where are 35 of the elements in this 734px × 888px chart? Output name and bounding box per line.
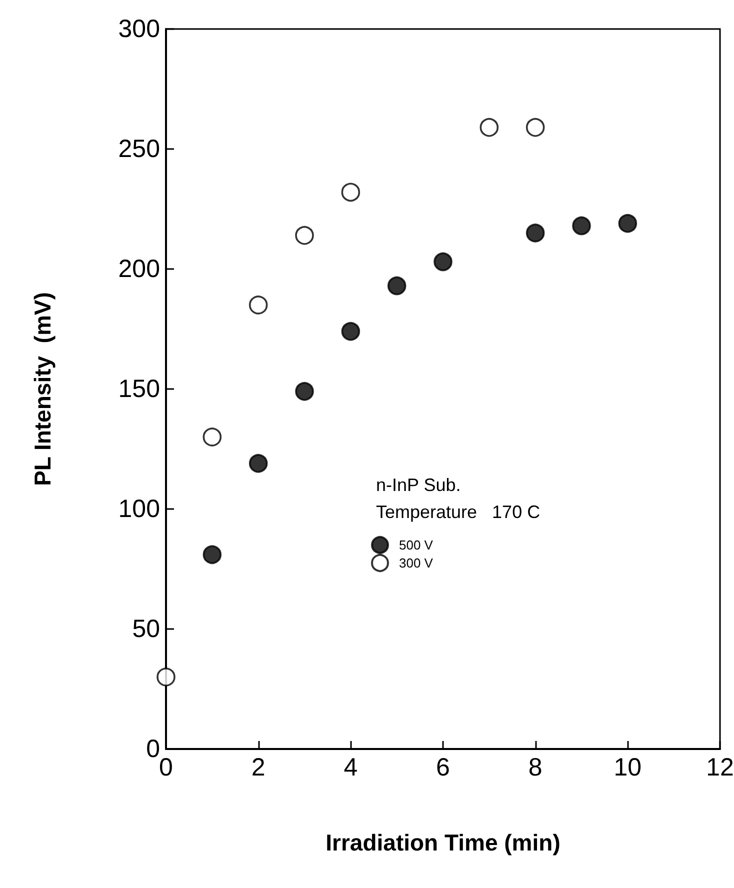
annotation: n-InP Sub. xyxy=(376,475,461,495)
y-tick-label: 250 xyxy=(118,135,160,163)
x-tick-label: 10 xyxy=(614,754,642,782)
x-tick-label: 6 xyxy=(436,754,450,782)
y-tick-label: 300 xyxy=(118,15,160,43)
y-tick-label: 0 xyxy=(146,735,160,763)
point xyxy=(202,428,222,446)
point xyxy=(248,296,268,314)
point xyxy=(248,454,268,473)
x-tick-label: 12 xyxy=(706,754,734,782)
point xyxy=(572,216,591,236)
point xyxy=(480,118,499,137)
x-tick-label: 4 xyxy=(344,754,358,782)
point xyxy=(295,382,314,401)
legend-label: 500 V xyxy=(399,538,434,552)
x-tick-label: 8 xyxy=(528,754,542,782)
point xyxy=(526,118,545,137)
y-tick-label: 100 xyxy=(118,495,160,523)
y-tick-label: 50 xyxy=(132,615,160,643)
point xyxy=(434,252,452,272)
x-tick-label: 2 xyxy=(251,754,266,782)
point xyxy=(341,322,360,341)
y-tick-label: 200 xyxy=(118,255,160,283)
point xyxy=(526,224,545,242)
legend-label: 300 V xyxy=(399,556,434,570)
point xyxy=(387,276,406,296)
y-axis-title: PL Intensity (mV) xyxy=(30,292,56,486)
point xyxy=(341,182,360,202)
point xyxy=(156,668,176,686)
point xyxy=(618,214,638,233)
point xyxy=(202,545,222,564)
y-tick-label: 150 xyxy=(118,375,160,403)
x-axis-title: Irradiation Time (min) xyxy=(326,830,560,856)
annotation: Temperature 170 C xyxy=(376,502,540,522)
point xyxy=(295,226,314,245)
